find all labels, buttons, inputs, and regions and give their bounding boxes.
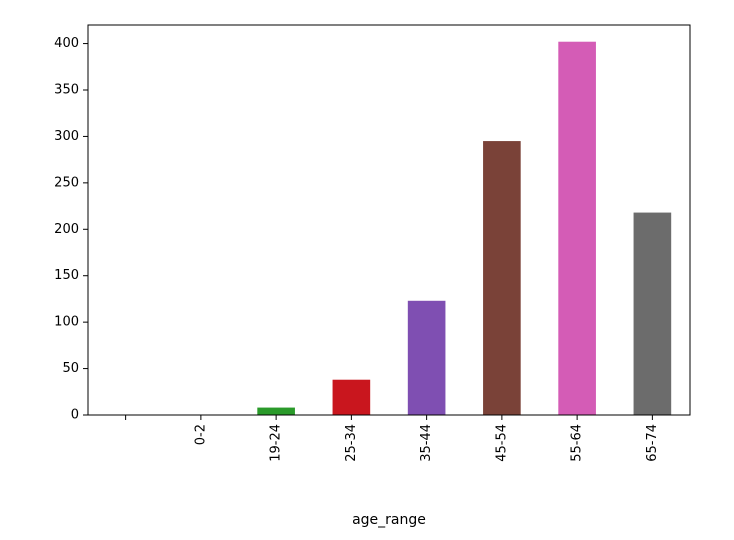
y-tick-label: 250	[54, 175, 79, 190]
x-axis: 0-2 19-24 25-34 35-44 45-54 55-64 65-74	[125, 415, 660, 462]
y-tick-label: 350	[54, 83, 79, 98]
y-tick-label: 0	[71, 408, 79, 423]
bar-19-24	[257, 407, 295, 415]
y-tick-label: 100	[54, 315, 79, 330]
x-tick-label: 0-2	[193, 424, 208, 445]
bars-group	[257, 41, 672, 416]
x-tick-label: 45-54	[494, 424, 509, 462]
y-tick-label: 400	[54, 36, 79, 51]
x-tick-label: 35-44	[419, 424, 434, 462]
y-tick-label: 300	[54, 129, 79, 144]
y-tick-label: 200	[54, 222, 79, 237]
x-axis-label: age_range	[352, 512, 426, 528]
x-tick-label: 55-64	[570, 424, 585, 462]
y-tick-label: 50	[62, 361, 79, 376]
plot-frame	[87, 24, 691, 416]
bar-55-64	[558, 41, 596, 415]
x-tick-label: 25-34	[344, 424, 359, 462]
x-tick-label: 19-24	[269, 424, 284, 462]
bar-65-74	[633, 212, 672, 415]
bar-35-44	[407, 300, 446, 415]
bar-25-34	[332, 379, 371, 415]
y-axis: 0 50 100 150 200 250 300 350 400	[54, 36, 88, 423]
bar-45-54	[483, 141, 521, 416]
y-tick-label: 150	[54, 268, 79, 283]
x-tick-label: 65-74	[645, 424, 660, 462]
